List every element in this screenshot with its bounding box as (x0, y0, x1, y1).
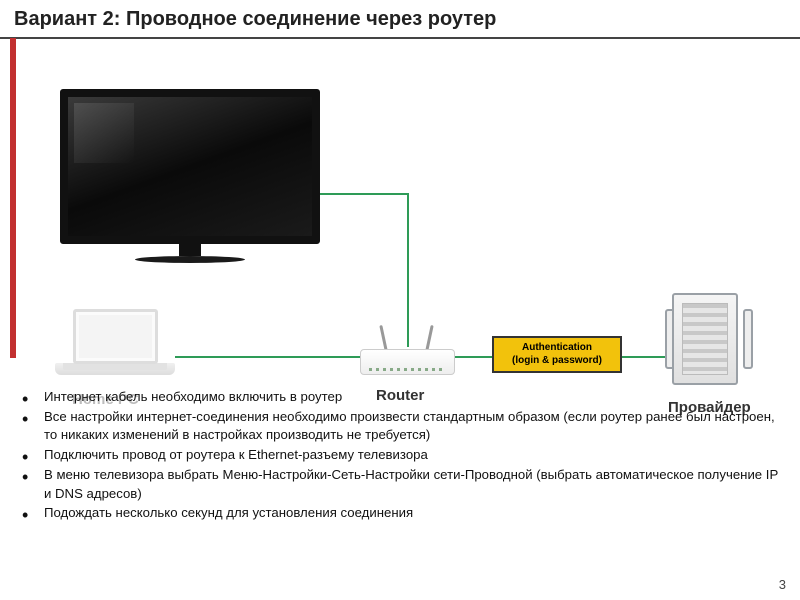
title-bar: Вариант 2: Проводное соединение через ро… (0, 0, 800, 39)
slide: { "title": "Вариант 2: Проводное соедине… (0, 0, 800, 600)
tv-device (60, 89, 320, 259)
auth-box: Authentication (login & password) (492, 336, 622, 373)
network-diagram: Authentication (login & password) Home P… (0, 39, 800, 379)
page-number: 3 (779, 577, 786, 592)
router-device (360, 331, 455, 381)
bullet-item: Интернет кабель необходимо включить в ро… (18, 388, 780, 407)
auth-line1: Authentication (499, 342, 615, 355)
provider-server (672, 293, 744, 391)
slide-title: Вариант 2: Проводное соединение через ро… (14, 8, 786, 31)
bullet-item: Подключить провод от роутера к Ethernet-… (18, 446, 780, 465)
laptop-screen (73, 309, 158, 364)
bullet-list: Интернет кабель необходимо включить в ро… (18, 388, 780, 524)
tv-screen (60, 89, 320, 244)
bullet-item: В меню телевизора выбрать Меню-Настройки… (18, 466, 780, 503)
auth-line2: (login & password) (499, 355, 615, 368)
laptop-device (55, 309, 175, 375)
bullet-item: Подождать несколько секунд для установле… (18, 504, 780, 523)
bullet-item: Все настройки интернет-соединения необхо… (18, 408, 780, 445)
wire-tv (320, 194, 408, 347)
